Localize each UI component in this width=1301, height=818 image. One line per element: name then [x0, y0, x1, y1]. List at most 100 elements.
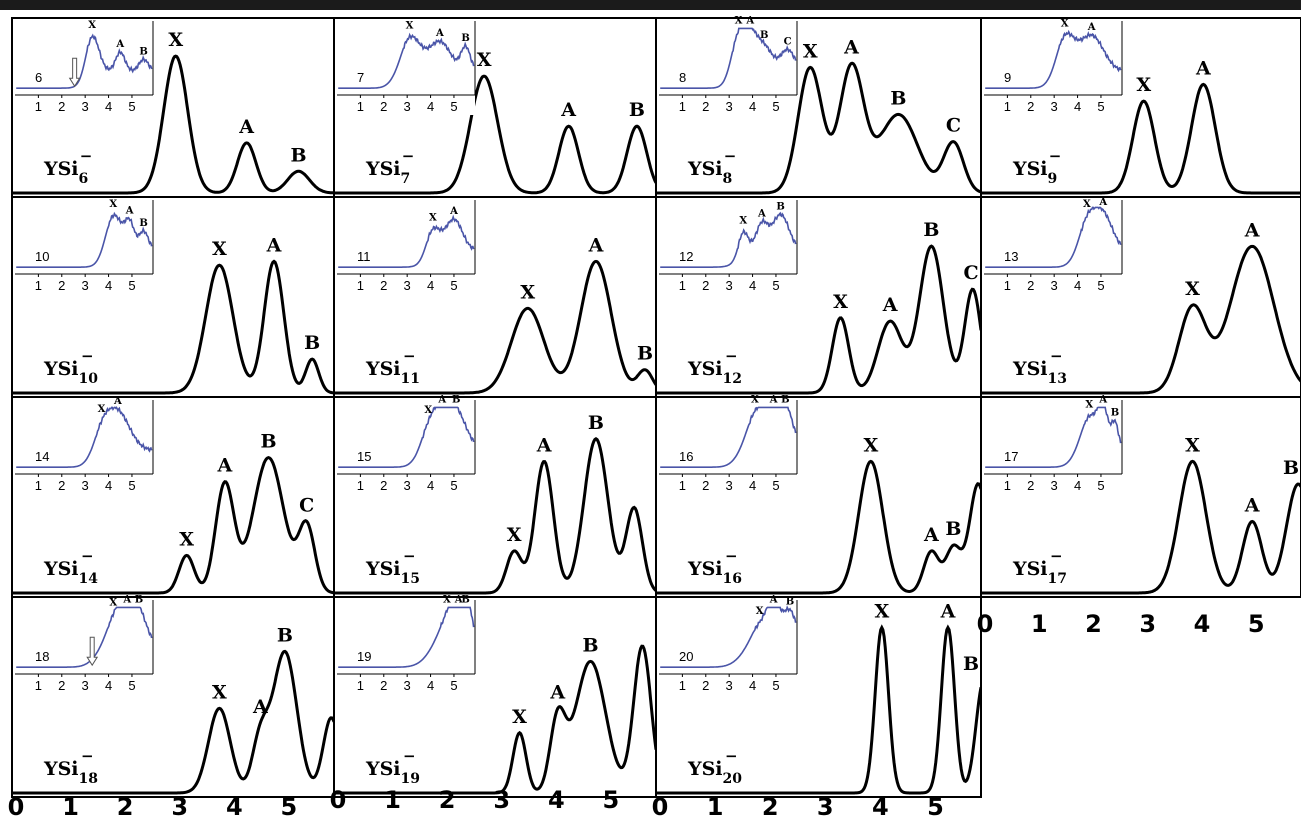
peak-label-A: A	[536, 434, 552, 456]
inset-tick-label: 3	[1051, 99, 1058, 114]
inset-tick-label: 3	[404, 99, 411, 114]
species-label: YSi13 −	[1012, 347, 1067, 387]
inset-tick-label: 5	[772, 99, 779, 114]
inset-tick-label: 4	[1074, 99, 1081, 114]
species-size: 9	[1048, 171, 1058, 187]
species-label: YSi9 −	[1012, 147, 1061, 187]
species-size: 10	[79, 371, 99, 387]
inset-tick-label: 3	[726, 278, 733, 293]
inset-curve	[16, 211, 153, 268]
inset-tick-label: 3	[404, 478, 411, 493]
inset-tick-label: 4	[105, 678, 112, 693]
peak-label-B: B	[588, 412, 604, 434]
inset-tick-label: 4	[427, 678, 434, 693]
top-border-bar	[0, 0, 1301, 10]
peak-label-X: X	[507, 524, 522, 546]
peak-label-X: X	[863, 434, 878, 456]
inset-feature-label-B: B	[1111, 408, 1119, 419]
inset-tick-label: 2	[702, 278, 709, 293]
inset-tick-label: 4	[1074, 278, 1081, 293]
species-label: YSi16 −	[687, 547, 742, 587]
peak-label-B: B	[260, 431, 276, 453]
species-size: 12	[723, 371, 742, 387]
inset-feature-label-X: X	[424, 405, 432, 416]
x-tick-label: 5	[927, 793, 944, 818]
x-tick-label: 3	[171, 793, 188, 818]
inset-curve	[16, 406, 153, 468]
x-tick-label: 3	[1139, 610, 1156, 638]
inset-tick-label: 2	[1027, 478, 1034, 493]
peak-label-X: X	[874, 601, 889, 623]
inset-background	[984, 200, 1122, 294]
peak-label-B: B	[582, 634, 598, 656]
inset-feature-label-A: A	[449, 206, 458, 217]
inset-tick-label: 2	[58, 678, 65, 693]
inset-feature-label-A: A	[435, 28, 444, 39]
x-axis-col4: 0 1 2 3 4 5	[977, 610, 1265, 638]
species-label: YSi20 −	[687, 747, 742, 787]
inset-tick-label: 4	[749, 99, 756, 114]
x-tick-label: 5	[281, 793, 298, 818]
species-size: 7	[401, 171, 411, 187]
inset-tick-label: 5	[450, 478, 457, 493]
species-label: YSi17 −	[1012, 547, 1067, 587]
inset-feature-label-A: A	[1087, 22, 1096, 33]
inset-background	[337, 21, 475, 115]
inset-tick-label: 1	[679, 99, 686, 114]
inset-number: 18	[35, 649, 49, 664]
species-name: YSi	[365, 758, 401, 780]
inset-feature-label-A: A	[769, 394, 778, 405]
peak-label-A: A	[238, 116, 254, 138]
inset-feature-label-A: A	[1098, 394, 1107, 405]
inset-tick-label: 2	[702, 478, 709, 493]
peak-label-B: B	[923, 219, 939, 241]
peak-label-B: B	[629, 99, 645, 121]
inset-tick-label: 2	[702, 99, 709, 114]
peak-label-A: A	[216, 455, 232, 477]
inset-feature-label-C: C	[784, 36, 792, 47]
main-curve	[334, 437, 656, 595]
inset-tick-label: 2	[58, 278, 65, 293]
species-charge: −	[403, 547, 416, 565]
inset-number: 19	[357, 649, 371, 664]
species-size: 19	[401, 771, 420, 787]
inset-tick-label: 4	[749, 678, 756, 693]
main-curve	[334, 644, 656, 795]
x-tick-label: 0	[977, 610, 994, 638]
species-charge: −	[403, 747, 416, 765]
species-name: YSi	[43, 558, 79, 580]
species-label: YSi15 −	[365, 547, 420, 587]
peak-label-C: C	[946, 115, 961, 137]
inset-feature-label-X: X	[739, 216, 747, 227]
inset-feature-label-X: X	[1083, 199, 1091, 210]
inset-background	[659, 200, 797, 294]
species-label: YSi8 −	[687, 147, 736, 187]
inset-tick-label: 5	[128, 478, 135, 493]
inset-curve	[660, 211, 797, 268]
inset-background	[337, 600, 475, 694]
inset-feature-label-B: B	[776, 201, 784, 212]
main-curve	[12, 649, 334, 795]
species-charge: −	[725, 547, 738, 565]
inset-number: 20	[679, 649, 693, 664]
species-label: YSi12 −	[687, 347, 742, 387]
main-curve	[12, 456, 334, 595]
species-label: YSi14 −	[43, 547, 98, 587]
inset-feature-label-B: B	[139, 46, 147, 57]
peak-label-X: X	[520, 281, 535, 303]
inset-feature-label-X: X	[109, 597, 117, 608]
inset-tick-label: 1	[357, 678, 364, 693]
inset-feature-label-B: B	[786, 597, 794, 608]
species-name: YSi	[1012, 158, 1048, 180]
main-curve	[12, 259, 334, 395]
main-curve	[12, 54, 334, 195]
peak-label-A: A	[940, 601, 956, 623]
inset-tick-label: 4	[749, 278, 756, 293]
peak-label-A: A	[266, 234, 282, 256]
inset-tick-label: 5	[128, 678, 135, 693]
